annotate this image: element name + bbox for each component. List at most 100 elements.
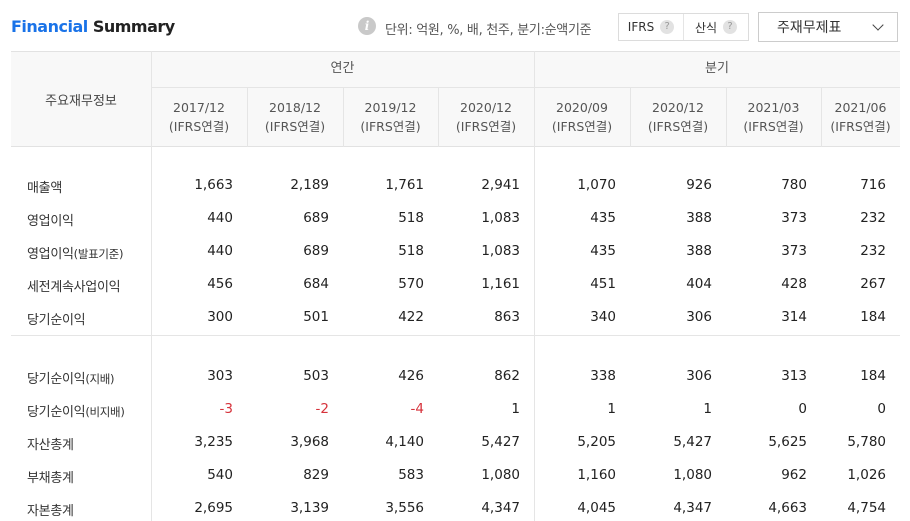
title-financial: Financial [11,17,88,36]
table-cell: 3,235 [194,434,233,450]
divider-vertical [630,87,631,147]
table-cell: 435 [590,210,616,226]
divider-vertical [247,87,248,147]
formula-help-icon[interactable]: ? [723,20,738,34]
table-cell: 373 [781,210,807,226]
row-label-sub: (지배) [85,372,115,386]
table-cell: 404 [686,276,712,292]
table-cell: 184 [860,368,886,384]
table-cell: 303 [207,368,233,384]
column-header: 2019/12 (IFRS연결) [343,87,438,147]
row-label-sub: (비지배) [85,405,125,419]
page-title: Financial Summary [11,17,175,36]
table-cell: 4,347 [481,500,520,516]
table-cell: 570 [398,276,424,292]
column-basis: (IFRS연결) [360,119,421,134]
statement-select-value: 주재무제표 [777,20,842,36]
table-cell: 2,941 [481,177,520,193]
column-header: 2021/06 (IFRS연결) [821,87,900,147]
column-header: 2017/12 (IFRS연결) [151,87,247,147]
divider-horizontal [151,87,900,88]
divider-vertical [534,51,535,521]
table-cell: 314 [781,309,807,325]
table-cell: 4,754 [847,500,886,516]
formula-toggle[interactable]: 산식 ? [683,14,748,40]
table-cell: 503 [303,368,329,384]
table-cell: 501 [303,309,329,325]
table-cell: 962 [781,467,807,483]
row-label: 당기순이익(비지배) [27,401,125,420]
divider-vertical [151,51,152,521]
divider-vertical [343,87,344,147]
group-annual: 연간 [330,61,355,76]
unit-label: 단위: 억원, %, 배, 천주, 분기:순액기준 [385,23,592,38]
table-cell: 306 [686,368,712,384]
row-label: 자산총계 [27,434,74,453]
column-basis: (IFRS연결) [647,119,709,134]
table-cell: 388 [686,210,712,226]
table-cell: 2,695 [194,500,233,516]
table-cell: 5,780 [847,434,886,450]
table-cell: 5,205 [577,434,616,450]
column-header: 2021/03 (IFRS연결) [726,87,821,147]
table-cell: 440 [207,210,233,226]
table-cell: 863 [494,309,520,325]
table-cell: 5,625 [768,434,807,450]
table-cell: 1,663 [194,177,233,193]
row-label-text: 자본총계 [27,504,74,519]
table-cell: 1,070 [577,177,616,193]
table-cell: 232 [860,210,886,226]
column-period: 2019/12 [364,100,417,115]
table-cell: 388 [686,243,712,259]
financial-summary-table: 주요재무정보 연간 분기 2017/12 (IFRS연결) 2018/12 (IFRS연결… [11,51,900,521]
formula-label: 산식 [694,20,718,35]
table-header [11,51,900,147]
table-cell: -3 [219,401,233,417]
column-basis: (IFRS연결) [551,119,613,134]
table-cell: 684 [303,276,329,292]
row-label-text: 영업이익 [27,214,74,229]
ifrs-help-icon[interactable]: ? [660,20,675,34]
column-header: 2020/12 (IFRS연결) [438,87,534,147]
row-label-text: 당기순이익 [27,405,86,420]
table-cell: 1,761 [385,177,424,193]
table-cell: 451 [590,276,616,292]
column-header: 2020/12 (IFRS연결) [630,87,726,147]
ifrs-label: IFRS [627,20,655,34]
table-cell: 440 [207,243,233,259]
row-label: 세전계속사업이익 [27,276,121,295]
column-basis: (IFRS연결) [830,119,891,134]
table-cell: 716 [860,177,886,193]
table-cell: 340 [590,309,616,325]
divider-vertical [726,87,727,147]
row-label-sub: (발표기준) [73,247,124,261]
row-label-text: 매출액 [27,181,62,196]
table-cell: 456 [207,276,233,292]
column-basis: (IFRS연결) [455,119,517,134]
table-cell: 926 [686,177,712,193]
divider-vertical [821,87,822,147]
table-cell: 583 [398,467,424,483]
table-cell: 4,347 [673,500,712,516]
table-cell: 1,080 [673,467,712,483]
table-cell: 2,189 [290,177,329,193]
table-cell: 540 [207,467,233,483]
table-cell: 862 [494,368,520,384]
info-icon[interactable]: i [358,17,376,35]
statement-select[interactable]: 주재무제표 [758,12,898,42]
table-cell: 1,083 [481,243,520,259]
row-label-text: 당기순이익 [27,313,86,328]
table-cell: -2 [315,401,329,417]
table-cell: 518 [398,243,424,259]
table-cell: 184 [860,309,886,325]
table-cell: 3,556 [385,500,424,516]
table-cell: 300 [207,309,233,325]
chevron-down-icon [872,18,884,31]
ifrs-toggle[interactable]: IFRS ? [619,14,683,40]
row-label: 자본총계 [27,500,74,519]
column-basis: (IFRS연결) [743,119,804,134]
table-cell: 5,427 [673,434,712,450]
row-label-text: 당기순이익 [27,372,86,387]
table-cell: 0 [877,401,886,417]
table-cell: 0 [798,401,807,417]
